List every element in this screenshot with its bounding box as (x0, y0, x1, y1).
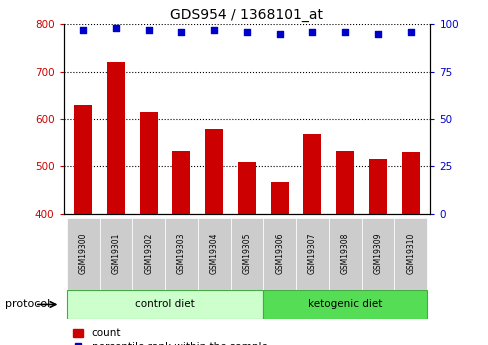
Bar (263, 290, 426, 318)
Text: GSM19306: GSM19306 (275, 233, 284, 275)
Title: GDS954 / 1368101_at: GDS954 / 1368101_at (170, 8, 323, 22)
Bar (205, 129, 223, 345)
Bar (335, 151, 353, 345)
Bar (263, 218, 295, 290)
Text: ketogenic diet: ketogenic diet (307, 299, 382, 309)
Bar (67, 218, 100, 290)
Bar (401, 152, 419, 345)
Bar (140, 112, 158, 345)
Point (341, 29, 348, 34)
Bar (368, 159, 386, 345)
Text: control diet: control diet (135, 299, 195, 309)
Point (406, 29, 414, 34)
Bar (67, 290, 263, 318)
Text: GSM19310: GSM19310 (406, 233, 414, 274)
Bar (74, 105, 92, 345)
Text: GSM19300: GSM19300 (79, 233, 87, 275)
Text: GSM19308: GSM19308 (340, 233, 349, 274)
Point (275, 31, 283, 36)
Point (144, 27, 152, 32)
Text: GSM19305: GSM19305 (242, 233, 251, 275)
Text: GSM19302: GSM19302 (144, 233, 153, 274)
Bar (295, 218, 328, 290)
Text: GSM19309: GSM19309 (373, 233, 382, 275)
Bar (172, 151, 190, 345)
Bar (270, 181, 288, 345)
Point (79, 27, 87, 32)
Bar (238, 162, 255, 345)
Text: protocol: protocol (5, 299, 50, 309)
Point (210, 27, 218, 32)
Text: GSM19307: GSM19307 (307, 233, 316, 275)
Legend: count, percentile rank within the sample: count, percentile rank within the sample (69, 324, 271, 345)
Bar (100, 218, 132, 290)
Bar (303, 134, 321, 345)
Text: GSM19303: GSM19303 (177, 233, 185, 275)
Point (177, 29, 185, 34)
Bar (230, 218, 263, 290)
Point (112, 25, 120, 31)
Bar (107, 62, 125, 345)
Point (308, 29, 316, 34)
Bar (393, 218, 426, 290)
Bar (328, 218, 361, 290)
Point (373, 31, 381, 36)
Bar (361, 218, 393, 290)
Bar (132, 218, 165, 290)
Bar (198, 218, 230, 290)
Point (243, 29, 250, 34)
Text: GSM19304: GSM19304 (209, 233, 218, 275)
Bar (165, 218, 198, 290)
Text: GSM19301: GSM19301 (111, 233, 120, 274)
